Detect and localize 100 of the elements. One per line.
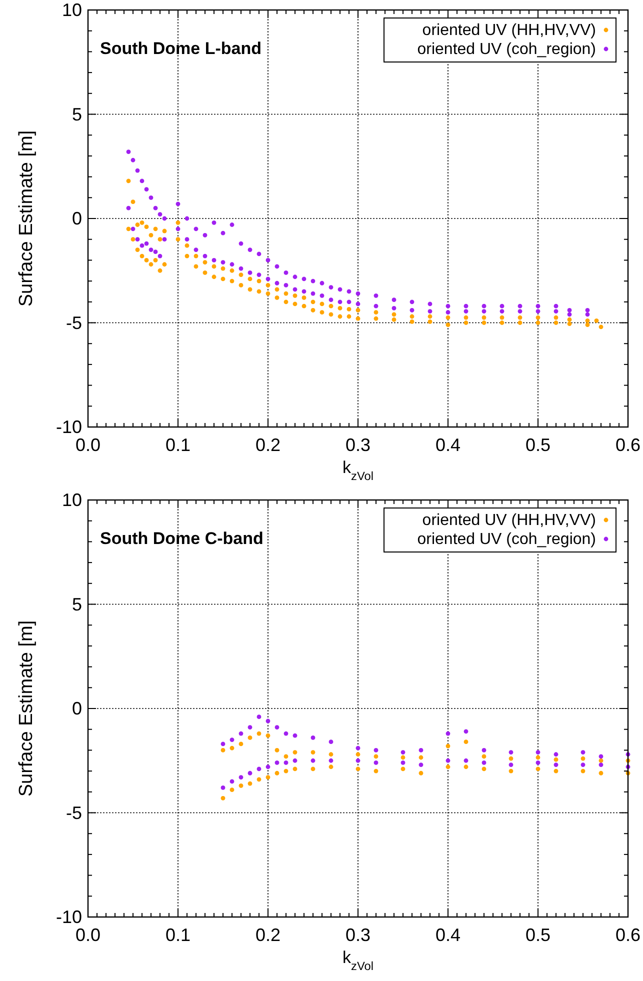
legend-label: oriented UV (HH,HV,VV) (422, 22, 596, 39)
point (508, 768, 514, 774)
x-tick-label: 0.0 (75, 925, 101, 945)
x-tick-label: 0.3 (345, 925, 371, 945)
point (464, 729, 468, 734)
legend-label: oriented UV (coh_region) (417, 41, 596, 58)
point (598, 758, 604, 763)
point (238, 775, 244, 780)
point (446, 744, 450, 748)
y-tick-label: 5 (72, 594, 82, 614)
point (248, 770, 252, 776)
y-axis-title: Surface Estimate [m] (16, 620, 37, 797)
point (292, 733, 298, 738)
point (256, 731, 262, 736)
legend-label: oriented UV (coh_region) (417, 531, 596, 548)
point (482, 748, 486, 752)
point (400, 760, 406, 765)
point (554, 752, 558, 757)
point (328, 752, 334, 757)
point (400, 766, 406, 772)
point (310, 735, 316, 740)
point (238, 742, 244, 746)
x-tick-label: 0.5 (525, 925, 551, 945)
point (230, 788, 234, 792)
point (580, 762, 586, 767)
point (356, 758, 360, 763)
point (274, 770, 280, 776)
point (418, 770, 424, 776)
point (292, 766, 298, 772)
point (284, 754, 288, 759)
text: South Dome C-band (100, 529, 264, 548)
x-axis-title: k$_{zVol}$ (342, 948, 374, 973)
point (274, 748, 280, 752)
text: South Dome L-band (100, 39, 262, 58)
point (220, 748, 226, 752)
x-tick-label: 0.1 (165, 925, 191, 945)
point (418, 748, 424, 752)
point (230, 738, 234, 742)
point (256, 766, 262, 772)
point (292, 758, 298, 763)
x-tick-label: 0.4 (435, 925, 461, 945)
y-axis-title: Surface Estimate [m] (16, 130, 37, 307)
point (580, 750, 586, 754)
point (598, 762, 604, 767)
point (446, 731, 450, 736)
point (554, 768, 558, 774)
point (554, 757, 558, 762)
point (508, 750, 514, 754)
point (238, 731, 244, 736)
point (446, 764, 450, 770)
point (580, 756, 586, 761)
point (230, 779, 234, 784)
point (536, 760, 540, 765)
y-tick-label: 0 (72, 208, 82, 228)
point (266, 764, 270, 770)
point (220, 786, 226, 790)
point (274, 725, 280, 730)
point (508, 756, 514, 761)
point (536, 750, 540, 754)
x-axis-title: k$_{zVol}$ (342, 458, 374, 483)
point (328, 758, 334, 763)
point (464, 740, 468, 744)
point (482, 760, 486, 765)
point (482, 766, 486, 772)
point (418, 762, 424, 767)
point (400, 755, 406, 760)
point (220, 796, 226, 800)
point (256, 777, 262, 782)
point (446, 758, 450, 763)
y-tick-label: 10 (62, 490, 82, 510)
point (536, 766, 540, 772)
y-tick-label: -5 (66, 802, 82, 823)
x-tick-label: 0.2 (255, 435, 281, 455)
point (284, 768, 288, 774)
point (310, 750, 316, 754)
point (284, 731, 288, 736)
point (554, 762, 558, 767)
point (248, 725, 252, 730)
y-tick-label: -5 (66, 312, 82, 333)
y-tick-label: 5 (72, 104, 82, 124)
point (220, 742, 226, 746)
point (374, 760, 378, 765)
point (598, 770, 604, 776)
x-tick-label: 0.0 (75, 435, 101, 455)
point (374, 754, 378, 759)
y-tick-label: -10 (56, 417, 82, 437)
point (310, 758, 316, 763)
point (248, 735, 252, 740)
point (356, 746, 360, 750)
legend-label: oriented UV (HH,HV,VV) (422, 512, 596, 529)
x-tick-label: 0.5 (525, 435, 551, 455)
point (374, 748, 378, 752)
point (256, 714, 262, 720)
point (266, 733, 270, 738)
x-tick-label: 0.4 (435, 435, 461, 455)
point (508, 762, 514, 767)
y-tick-label: 0 (72, 698, 82, 718)
point (284, 760, 288, 765)
point (598, 754, 604, 759)
point (464, 758, 468, 763)
